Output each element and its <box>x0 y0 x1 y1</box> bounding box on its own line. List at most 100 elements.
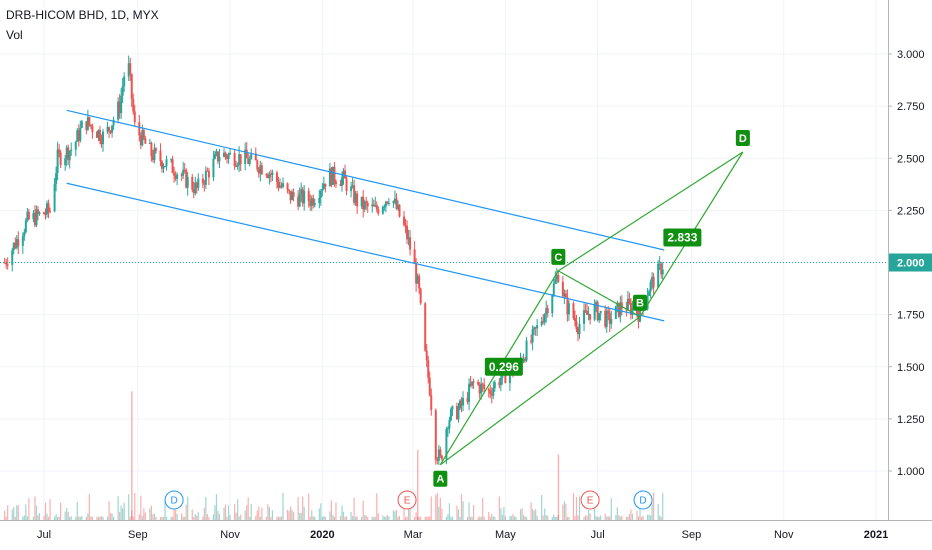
volume-indicator-label[interactable]: Vol <box>6 28 23 42</box>
candle-body <box>384 201 387 207</box>
volume-bar <box>418 516 420 520</box>
volume-bar <box>597 516 599 520</box>
volume-bar <box>510 516 513 520</box>
channel-line-lower[interactable] <box>66 182 665 322</box>
candle-body <box>97 129 100 138</box>
volume-bar <box>311 510 313 520</box>
pattern-point-badge-D[interactable] <box>735 129 750 146</box>
x-tick-label: May <box>495 529 516 541</box>
volume-bar <box>398 515 401 520</box>
volume-bar <box>111 513 113 520</box>
pattern-point-badge-B[interactable] <box>633 294 648 311</box>
volume-bar <box>23 515 25 520</box>
candle-body <box>471 381 474 386</box>
candle-body <box>457 408 460 420</box>
volume-bar <box>575 496 578 520</box>
earnings-event-marker[interactable] <box>397 490 417 510</box>
volume-bar <box>503 507 505 520</box>
candle-body <box>86 117 89 130</box>
candle-body <box>646 295 649 310</box>
candle-body <box>648 291 651 296</box>
candle-body <box>186 176 189 188</box>
candle-body <box>244 149 247 164</box>
volume-bar <box>193 516 195 520</box>
candle-body <box>260 165 263 175</box>
volume-bar <box>240 514 242 520</box>
candle-body <box>561 281 564 297</box>
volume-bar <box>32 516 35 520</box>
pattern-ratio-badge[interactable] <box>663 228 702 247</box>
candle-body <box>324 183 327 187</box>
candle-body <box>598 313 601 321</box>
pattern-diagonal-AB[interactable] <box>439 316 641 466</box>
volume-bar <box>309 516 311 520</box>
candle-body <box>658 263 661 265</box>
candle-body <box>543 314 546 323</box>
channel-line-upper[interactable] <box>66 109 665 251</box>
pattern-point-badge-A[interactable] <box>433 470 448 487</box>
volume-bar <box>373 516 375 520</box>
candle-body <box>524 358 527 361</box>
volume-bar <box>350 512 352 520</box>
volume-bar <box>483 516 485 520</box>
candle-body <box>392 201 395 203</box>
volume-bar <box>119 511 121 520</box>
candle-body <box>599 310 602 314</box>
volume-bar <box>37 515 39 520</box>
candle-body <box>525 340 528 361</box>
candle-body <box>387 202 390 204</box>
candle-body <box>123 76 126 87</box>
volume-bar <box>70 516 72 520</box>
volume-bar <box>134 493 136 520</box>
volume-bar <box>280 516 283 520</box>
volume-bar <box>170 516 172 520</box>
volume-bar <box>427 516 429 520</box>
dividend-event-marker[interactable] <box>164 490 184 510</box>
volume-bar <box>456 505 458 520</box>
pattern-point-badge-C[interactable] <box>551 248 566 265</box>
candle-body <box>297 196 300 207</box>
pattern-diagonal-CD[interactable] <box>558 151 744 272</box>
candle-body <box>564 293 567 298</box>
dividend-event-marker[interactable] <box>633 490 653 510</box>
volume-bar <box>492 516 494 520</box>
volume-bar <box>426 516 428 520</box>
volume-bar <box>244 510 246 520</box>
volume-bar <box>586 516 588 520</box>
candle-body <box>21 236 24 246</box>
pattern-ratio-badge[interactable] <box>484 357 523 376</box>
pattern-point-label-C: C <box>554 252 562 264</box>
last-price-tag <box>889 253 932 272</box>
volume-bar <box>141 515 143 520</box>
candle-body <box>223 152 226 157</box>
candlesticks <box>3 55 664 466</box>
candle-body <box>446 428 449 430</box>
volume-bar <box>75 516 77 520</box>
candle-body <box>407 237 410 240</box>
volume-bar <box>206 514 208 520</box>
volume-bar <box>321 516 323 520</box>
candle-body <box>88 117 91 125</box>
candle-body <box>530 340 533 343</box>
volume-bar <box>515 516 517 520</box>
volume-bar <box>386 515 388 520</box>
candle-body <box>303 190 306 204</box>
volume-bar <box>498 496 500 520</box>
volume-bar <box>595 516 597 520</box>
candle-body <box>89 124 92 127</box>
volume-bar <box>49 499 51 520</box>
candle-body <box>657 263 660 288</box>
earnings-event-marker[interactable] <box>580 490 600 510</box>
candle-body <box>477 381 480 385</box>
pattern-leg-CB[interactable] <box>558 270 641 318</box>
candle-body <box>576 329 579 335</box>
volume-bar <box>297 497 299 520</box>
candle-body <box>344 170 347 179</box>
candle-body <box>489 390 492 394</box>
candle-body <box>418 275 421 289</box>
candle-body <box>64 158 67 166</box>
candle-body <box>490 393 493 396</box>
volume-bar <box>616 507 618 520</box>
